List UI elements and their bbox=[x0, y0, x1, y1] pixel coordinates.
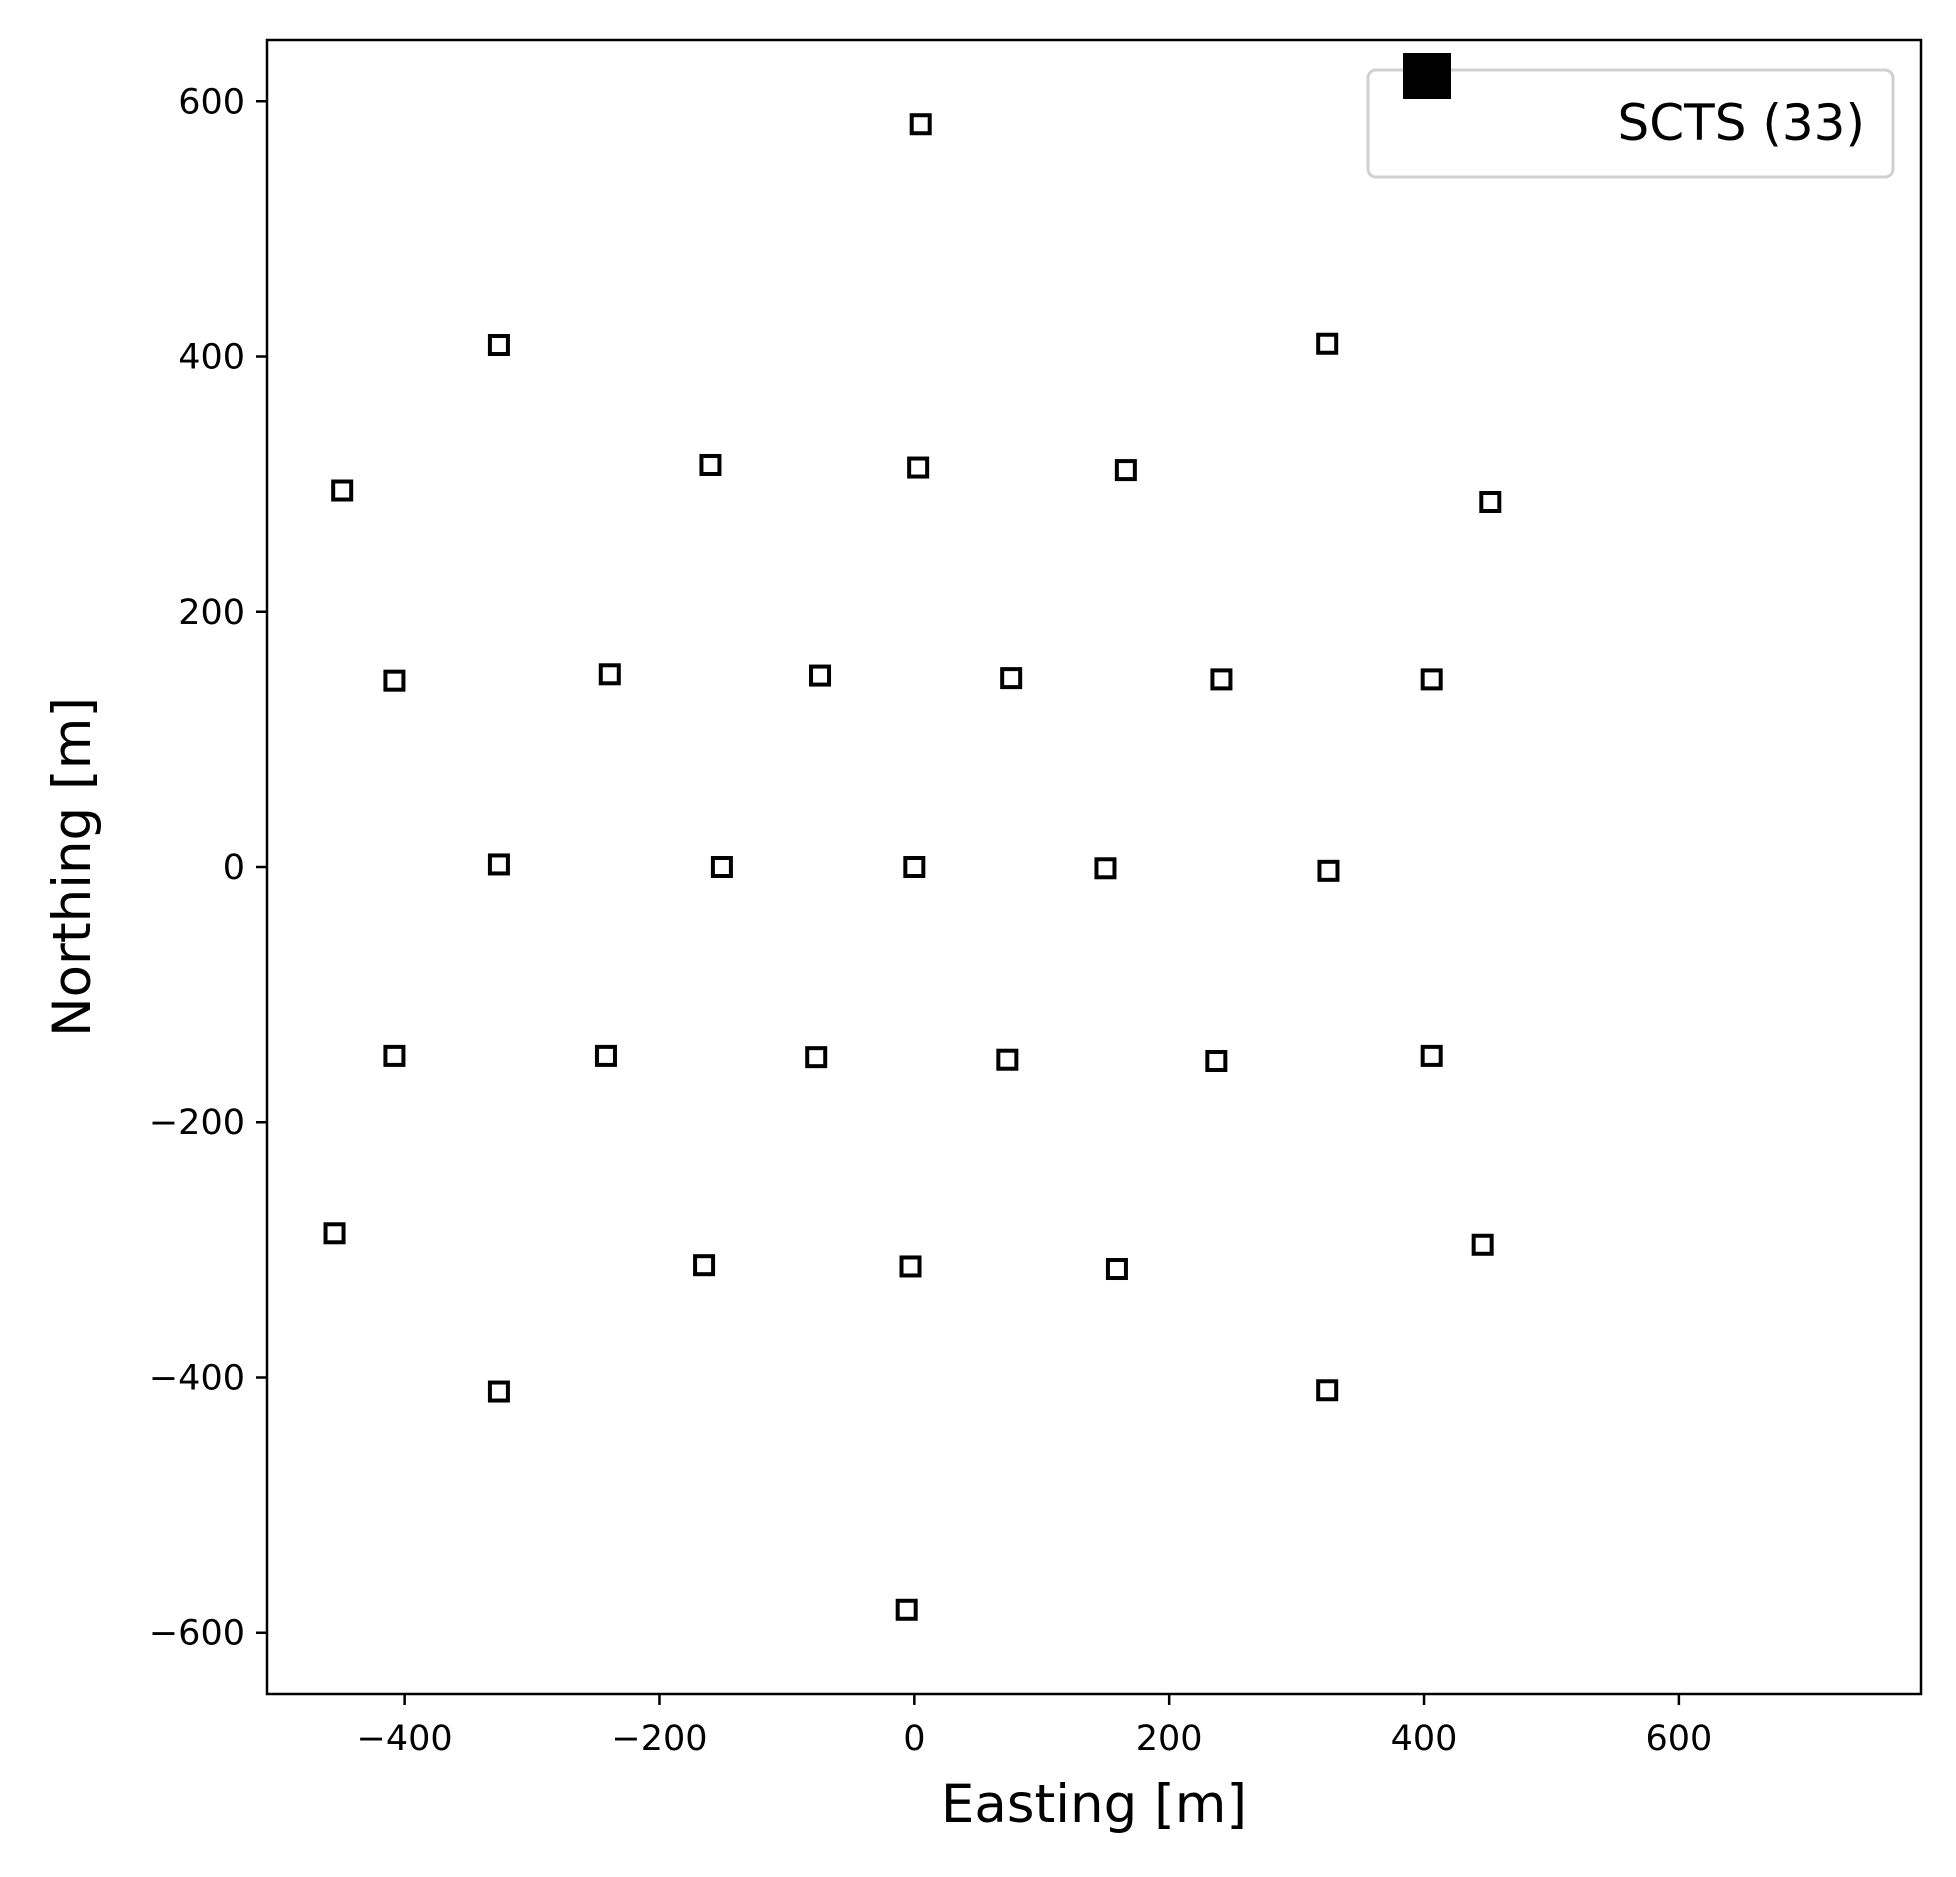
data-point bbox=[331, 479, 354, 502]
x-tick-label: −400 bbox=[357, 1719, 453, 1759]
data-point bbox=[383, 1044, 406, 1067]
x-tick-label: −200 bbox=[611, 1719, 707, 1759]
y-tick-label: 200 bbox=[178, 593, 245, 633]
x-axis-label: Easting [m] bbox=[941, 1774, 1247, 1835]
y-tick-label: 0 bbox=[223, 848, 245, 888]
data-point bbox=[699, 453, 722, 476]
data-point bbox=[1479, 490, 1502, 513]
data-point bbox=[487, 1380, 510, 1403]
data-point bbox=[1420, 1044, 1443, 1067]
data-point bbox=[594, 1044, 617, 1067]
data-point bbox=[909, 113, 932, 136]
data-point bbox=[809, 664, 832, 687]
y-tick-label: −400 bbox=[149, 1358, 245, 1398]
data-point bbox=[1000, 667, 1023, 690]
data-point bbox=[323, 1222, 346, 1245]
x-tick-label: 600 bbox=[1645, 1719, 1712, 1759]
y-tick-label: 400 bbox=[178, 338, 245, 378]
data-point bbox=[487, 853, 510, 876]
data-point bbox=[383, 669, 406, 692]
legend-marker bbox=[1403, 53, 1451, 99]
y-axis-label: Northing [m] bbox=[42, 697, 103, 1037]
data-point bbox=[1317, 859, 1340, 882]
data-point bbox=[598, 663, 621, 686]
x-tick-label: 400 bbox=[1391, 1719, 1458, 1759]
legend: SCTS (33) bbox=[1366, 53, 1895, 179]
data-point bbox=[1210, 668, 1233, 691]
data-point bbox=[693, 1254, 716, 1277]
data-point bbox=[487, 334, 510, 357]
data-point bbox=[907, 456, 930, 479]
y-tick-label: −600 bbox=[149, 1614, 245, 1654]
y-tick-label: −200 bbox=[149, 1103, 245, 1143]
data-point bbox=[1105, 1258, 1128, 1281]
x-tick-label: 0 bbox=[903, 1719, 925, 1759]
data-point bbox=[899, 1255, 922, 1278]
data-point bbox=[1205, 1049, 1228, 1072]
legend-box bbox=[1366, 68, 1895, 179]
data-point bbox=[1316, 332, 1339, 355]
data-point bbox=[1471, 1233, 1494, 1256]
y-tick-label: 600 bbox=[178, 82, 245, 122]
legend-label: SCTS (33) bbox=[1618, 94, 1865, 152]
data-point bbox=[996, 1048, 1019, 1071]
plot-frame bbox=[265, 38, 1923, 1696]
data-point bbox=[1316, 1379, 1339, 1402]
data-point bbox=[1114, 459, 1137, 482]
data-point bbox=[1094, 857, 1117, 880]
plot-area bbox=[267, 40, 1921, 1694]
x-tick-label: 200 bbox=[1136, 1719, 1203, 1759]
data-point bbox=[710, 856, 733, 878]
data-point bbox=[805, 1046, 828, 1069]
data-point bbox=[903, 856, 926, 878]
data-point bbox=[1420, 668, 1443, 691]
data-point bbox=[895, 1598, 918, 1621]
